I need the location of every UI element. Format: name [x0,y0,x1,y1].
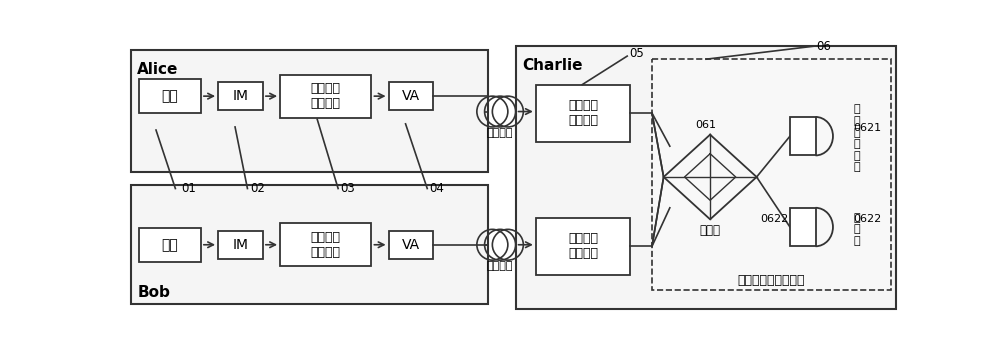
Text: Alice: Alice [137,62,179,77]
Bar [388,231,433,259]
Text: 061: 061 [696,120,717,130]
Bar [536,218,630,275]
Text: Bob: Bob [137,285,170,300]
Text: IM: IM [232,238,248,252]
Text: 偏振校准
补偿装置: 偏振校准 补偿装置 [568,99,598,127]
Text: Charlie: Charlie [523,58,583,74]
Bar [218,231,263,259]
Text: 光源: 光源 [162,89,178,103]
Text: 光纤信道: 光纤信道 [487,261,513,271]
Bar [790,117,816,156]
Bar [280,75,371,118]
Text: 0622: 0622 [854,214,882,224]
Text: 02: 02 [251,182,265,195]
Bar [218,82,263,110]
Text: VA: VA [402,89,420,103]
Text: 分束器: 分束器 [700,224,721,237]
Bar [131,185,488,304]
Text: 04: 04 [430,182,444,195]
Text: 0621: 0621 [854,123,882,133]
Text: 03: 03 [340,182,355,195]
Bar [139,79,201,113]
Text: 光量子态
制备装置: 光量子态 制备装置 [311,82,341,110]
Text: 0622: 0622 [760,214,788,224]
Text: 贝尔态投影测量装置: 贝尔态投影测量装置 [738,275,805,288]
Bar [388,82,433,110]
Bar [139,228,201,262]
Bar [516,46,896,309]
Text: 光纤信道: 光纤信道 [487,128,513,138]
Text: 06: 06 [816,39,831,52]
Text: 光量子态
制备装置: 光量子态 制备装置 [311,231,341,259]
Text: 探
测
器: 探 测 器 [854,213,860,246]
Text: 01: 01 [181,182,196,195]
Bar [131,50,488,171]
Text: IM: IM [232,89,248,103]
Bar [790,208,816,246]
Text: VA: VA [402,238,420,252]
Bar [280,223,371,266]
Bar [652,59,891,290]
Bar [536,84,630,142]
Text: 光源: 光源 [162,238,178,252]
Text: 05: 05 [629,46,644,59]
Text: 单
光
子
探
测
器: 单 光 子 探 测 器 [854,105,860,172]
Text: 偏振校准
补偿装置: 偏振校准 补偿装置 [568,232,598,260]
